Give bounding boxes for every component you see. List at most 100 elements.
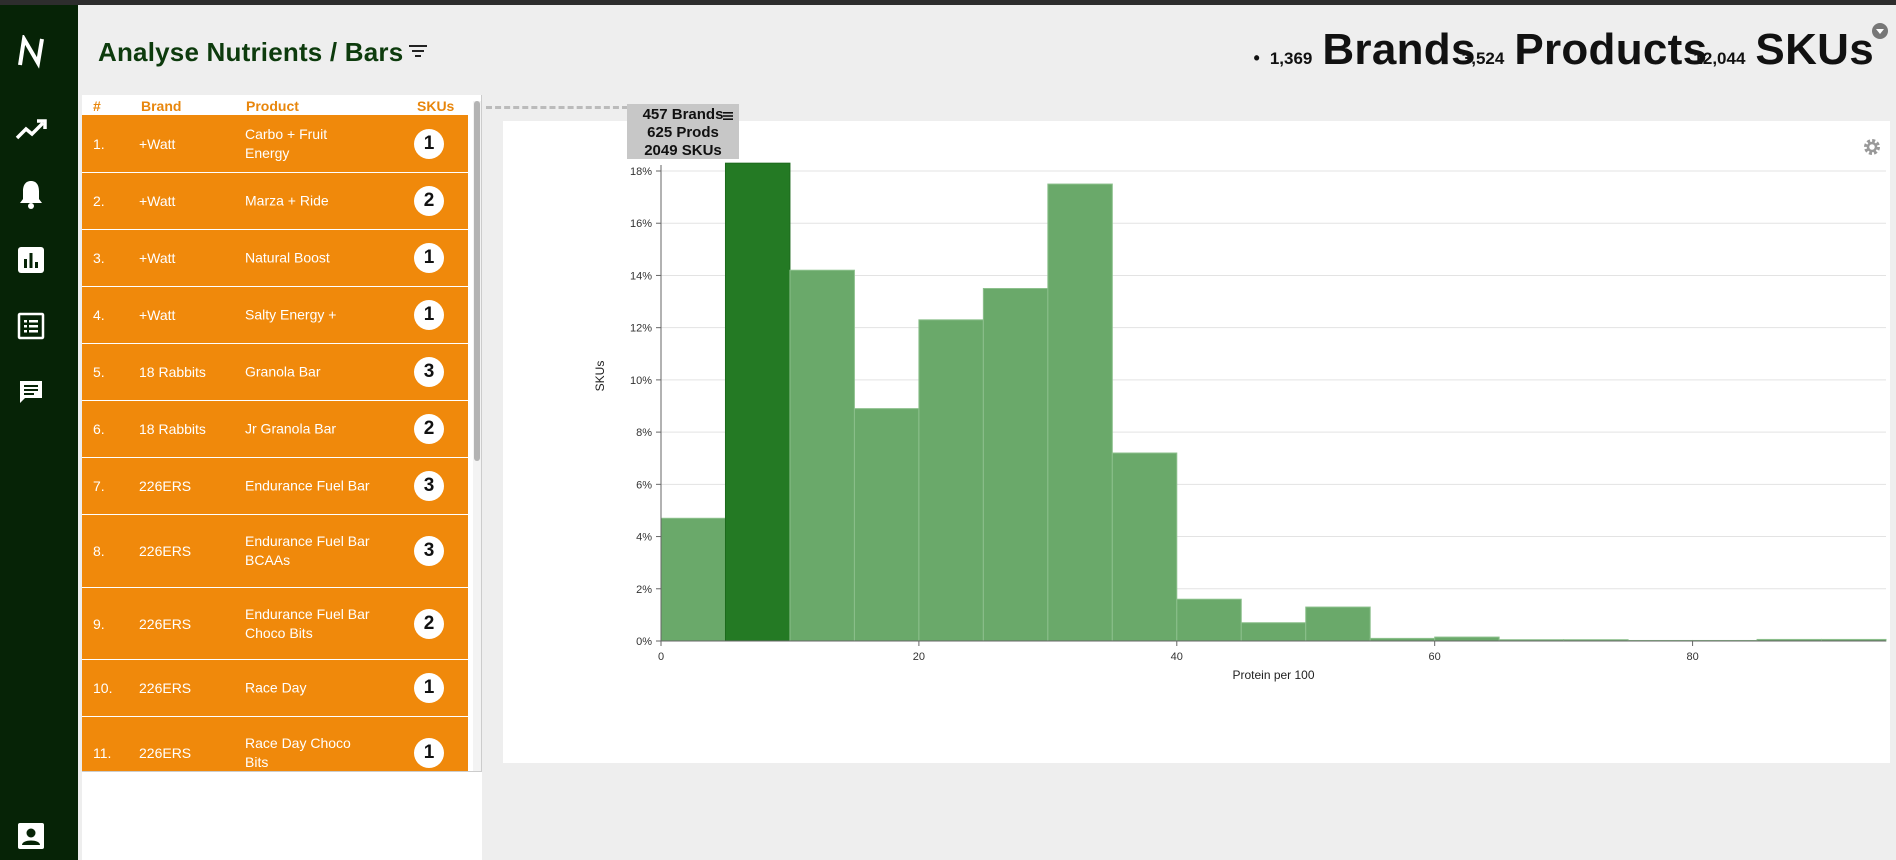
row-product: Natural Boost	[245, 249, 330, 266]
column-header-product[interactable]: Product	[246, 98, 299, 114]
account-icon[interactable]	[14, 819, 48, 853]
skus-count: 12,044	[1693, 49, 1746, 68]
page-title: Analyse Nutrients / Bars	[98, 37, 404, 67]
row-index: 9.	[93, 615, 105, 632]
brands-label: Brands	[1322, 25, 1476, 74]
row-index: 2.	[93, 193, 105, 209]
y-tick-label: 6%	[636, 479, 652, 491]
x-tick-label: 80	[1686, 651, 1698, 663]
row-brand: +Watt	[139, 250, 176, 266]
histogram-bar[interactable]	[1434, 636, 1500, 642]
chat-icon[interactable]	[14, 375, 48, 409]
histogram-bar[interactable]	[1047, 183, 1113, 642]
products-count: 3,524	[1461, 49, 1505, 68]
row-product: Endurance Fuel Bar BCAAs	[245, 533, 370, 568]
table-row[interactable]: 3. +Watt Natural Boost 1	[82, 230, 468, 287]
column-header-index[interactable]: #	[93, 98, 101, 114]
histogram-bar[interactable]	[982, 288, 1049, 642]
histogram-bar[interactable]	[1240, 622, 1307, 642]
row-product: Carbo + Fruit Energy	[245, 125, 328, 161]
histogram-bar[interactable]	[918, 319, 984, 642]
info-dropdown-icon[interactable]	[1872, 23, 1888, 39]
table-row[interactable]: 10. 226ERS Race Day 1	[82, 660, 468, 717]
row-brand: 226ERS	[139, 478, 192, 494]
main-area: Analyse Nutrients / Bars • 1,369 Brands …	[78, 5, 1896, 860]
row-product: Race Day	[245, 679, 307, 696]
list-icon[interactable]	[14, 309, 48, 343]
bar-tooltip: 457 Brands 625 Prods 2049 SKUs	[627, 104, 739, 159]
table-row[interactable]: 7. 226ERS Endurance Fuel Bar 3	[82, 458, 468, 515]
logo-icon[interactable]	[14, 35, 48, 69]
row-brand: +Watt	[139, 307, 176, 323]
column-header-skus[interactable]: SKUs	[417, 98, 455, 114]
row-index: 3.	[93, 250, 105, 266]
y-tick-label: 16%	[630, 218, 652, 230]
x-tick-label: 0	[658, 651, 664, 663]
table-row[interactable]: 4. +Watt Salty Energy + 1	[82, 287, 468, 344]
row-product: Endurance Fuel Bar Choco Bits	[245, 605, 370, 641]
scrollbar-thumb[interactable]	[474, 101, 480, 461]
tooltip-menu-icon[interactable]	[723, 107, 733, 120]
row-brand: 226ERS	[139, 543, 192, 559]
top-border	[0, 0, 1896, 5]
table-row[interactable]: 6. 18 Rabbits Jr Granola Bar 2	[82, 401, 468, 458]
row-product: Marza + Ride	[245, 192, 329, 209]
row-sku-badge: 1	[414, 673, 444, 703]
y-tick-label: 18%	[630, 166, 652, 178]
column-header-brand[interactable]: Brand	[141, 98, 182, 114]
table-row[interactable]: 2. +Watt Marza + Ride 2	[82, 173, 468, 230]
row-brand: +Watt	[139, 193, 176, 209]
trend-icon[interactable]	[14, 112, 48, 146]
histogram-bar[interactable]	[789, 269, 855, 642]
table-row[interactable]: 5. 18 Rabbits Granola Bar 3	[82, 344, 468, 401]
histogram-bar[interactable]	[660, 517, 726, 642]
row-sku-badge: 1	[414, 128, 444, 159]
histogram-bar[interactable]	[724, 162, 791, 642]
x-tick-label: 40	[1171, 651, 1183, 663]
histogram-bar[interactable]	[853, 408, 920, 642]
row-brand: 226ERS	[139, 744, 192, 761]
filter-icon[interactable]	[408, 43, 430, 63]
x-tick-label: 60	[1429, 651, 1441, 663]
row-index: 8.	[93, 543, 105, 559]
row-sku-badge: 2	[414, 414, 444, 444]
tooltip-skus: 2049 SKUs	[644, 142, 722, 159]
x-axis-label: Protein per 100	[1232, 668, 1314, 682]
bar-chart-icon[interactable]	[14, 243, 48, 277]
skus-label: SKUs	[1755, 25, 1874, 74]
row-product: Endurance Fuel Bar	[245, 477, 370, 494]
tooltip-prods: 625 Prods	[647, 124, 719, 141]
table-row[interactable]: 9. 226ERS Endurance Fuel Bar Choco Bits 2	[82, 588, 468, 660]
histogram-bar[interactable]	[1176, 598, 1242, 642]
table-scrollbar[interactable]	[473, 101, 481, 771]
tooltip-connector	[486, 106, 628, 109]
row-index: 6.	[93, 421, 105, 437]
y-tick-label: 4%	[636, 532, 652, 544]
histogram-bar[interactable]	[1305, 606, 1371, 642]
row-brand: +Watt	[139, 135, 176, 152]
bell-icon[interactable]	[14, 177, 48, 211]
table-row[interactable]: 11. 226ERS Race Day Choco Bits 1	[82, 717, 468, 771]
row-sku-badge: 1	[414, 737, 444, 768]
histogram-panel: 0% 2% 4% 6% 8% 10% 12% 14% 16% 18% 0 20 40 60 80 Protei…	[503, 121, 1890, 763]
y-tick-label: 14%	[630, 270, 652, 282]
row-index: 10.	[93, 680, 113, 696]
gear-icon[interactable]	[1862, 137, 1882, 162]
row-sku-badge: 3	[414, 357, 444, 387]
table-row[interactable]: 1. +Watt Carbo + Fruit Energy 1	[82, 115, 468, 173]
histogram-bar[interactable]	[1111, 452, 1178, 642]
row-brand: 226ERS	[139, 615, 192, 632]
x-tick-label: 20	[913, 651, 925, 663]
row-index: 1.	[93, 135, 105, 152]
row-sku-badge: 2	[414, 608, 444, 639]
row-product: Race Day Choco Bits	[245, 734, 351, 770]
row-product: Jr Granola Bar	[245, 420, 337, 437]
y-tick-label: 8%	[636, 427, 652, 439]
table-rows: 1. +Watt Carbo + Fruit Energy 1 2. +Watt Marz…	[82, 115, 468, 771]
row-index: 5.	[93, 364, 105, 380]
row-brand: 18 Rabbits	[139, 364, 206, 380]
table-header: # Brand Product SKUs	[82, 95, 467, 115]
row-sku-badge: 3	[414, 471, 444, 501]
table-row[interactable]: 8. 226ERS Endurance Fuel Bar BCAAs 3	[82, 515, 468, 588]
histogram-chart: 0% 2% 4% 6% 8% 10% 12% 14% 16% 18% 0 20 40 60 80 Protei…	[593, 162, 1887, 682]
